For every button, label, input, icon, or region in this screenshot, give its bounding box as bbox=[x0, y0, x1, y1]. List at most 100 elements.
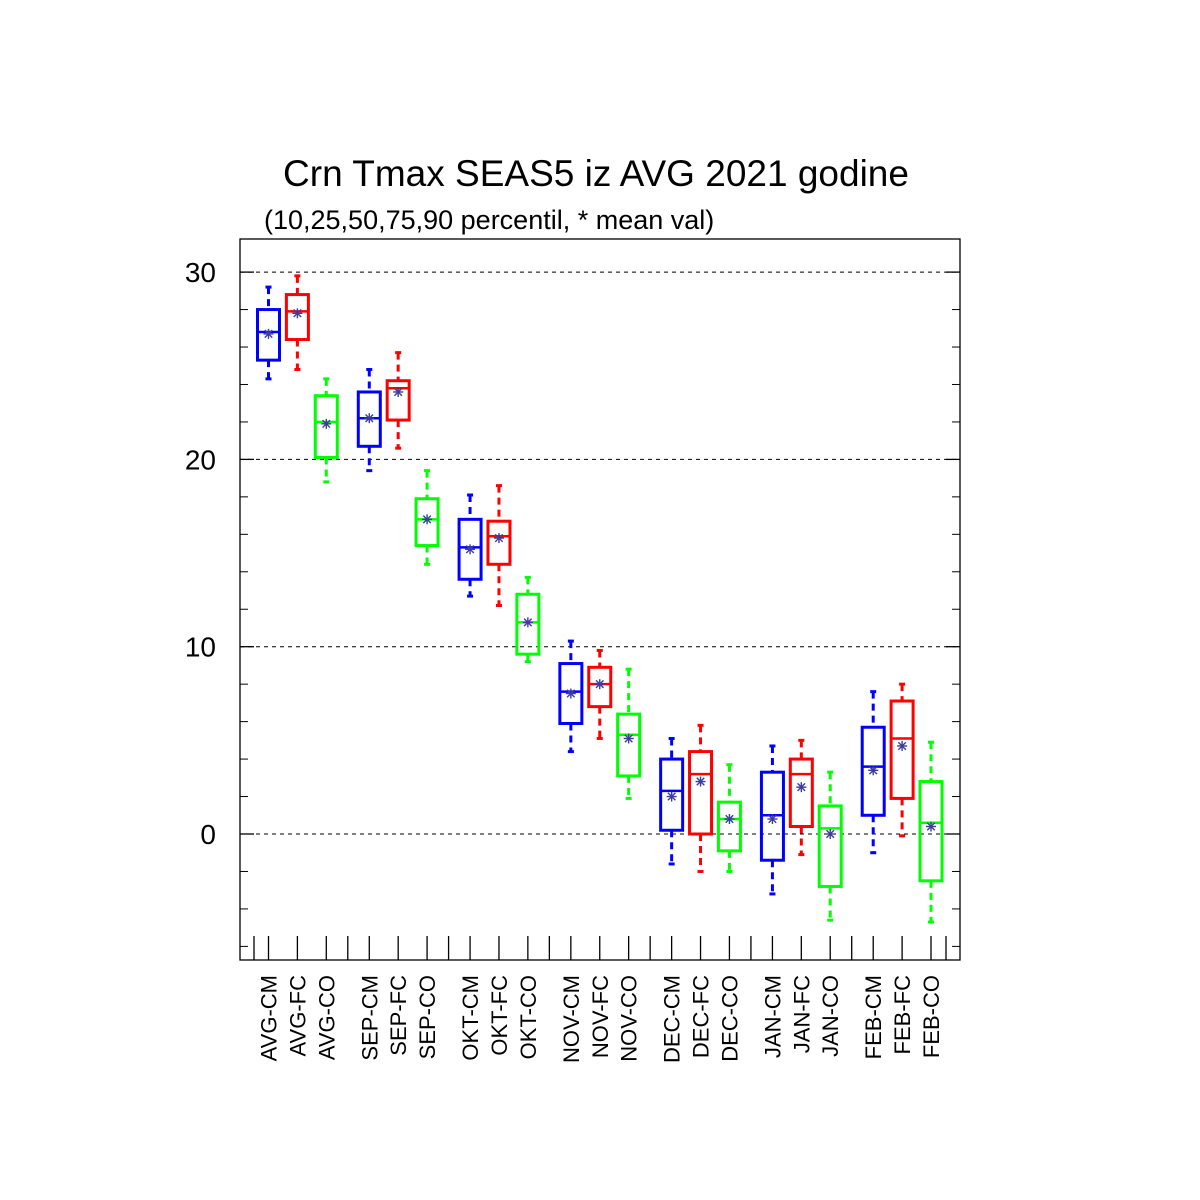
box-feb-fc bbox=[889, 682, 915, 838]
mean-marker bbox=[465, 544, 476, 555]
mean-stroke bbox=[365, 413, 374, 423]
mean-stroke bbox=[825, 829, 835, 839]
box-dec-fc bbox=[688, 723, 714, 873]
box-nov-co bbox=[616, 667, 642, 800]
box-rect bbox=[889, 699, 915, 800]
box-rect bbox=[558, 662, 584, 725]
boxes bbox=[256, 274, 944, 924]
chart-title: Crn Tmax SEAS5 iz AVG 2021 godine bbox=[283, 153, 909, 194]
x-tick-label: JAN-CM bbox=[760, 975, 785, 1058]
box-rect bbox=[716, 800, 742, 853]
x-tick-label: FEB-CM bbox=[861, 975, 886, 1059]
mean-marker bbox=[695, 776, 706, 787]
grid-lines bbox=[240, 271, 960, 835]
box-jan-co bbox=[817, 770, 843, 922]
box-rect bbox=[860, 725, 886, 817]
box-avg-cm bbox=[256, 285, 281, 381]
mean-marker bbox=[926, 821, 936, 832]
mean-marker bbox=[825, 829, 836, 839]
box-rect bbox=[284, 293, 310, 342]
box-rect bbox=[515, 592, 541, 656]
mean-marker bbox=[422, 514, 433, 525]
x-tick-label: JAN-FC bbox=[789, 975, 814, 1053]
mean-stroke bbox=[667, 792, 676, 801]
mean-marker bbox=[393, 386, 404, 397]
x-tick-label: DEC-CO bbox=[717, 975, 742, 1062]
mean-stroke bbox=[797, 782, 806, 792]
mean-stroke bbox=[523, 618, 533, 627]
box-okt-fc bbox=[486, 484, 512, 607]
mean-marker bbox=[493, 533, 504, 544]
mean-stroke bbox=[264, 329, 273, 339]
mean-marker bbox=[263, 328, 274, 339]
x-tick-label: OKT-CM bbox=[458, 975, 483, 1061]
plot-frame bbox=[239, 238, 961, 961]
mean-marker bbox=[796, 782, 807, 793]
x-tick-label: DEC-FC bbox=[689, 975, 714, 1058]
x-tick-label: NOV-FC bbox=[588, 975, 613, 1058]
mean-marker bbox=[666, 791, 677, 802]
box-rect bbox=[587, 665, 613, 709]
mean-stroke bbox=[926, 822, 936, 831]
y-tick-label: 0 bbox=[200, 819, 216, 850]
mean-marker bbox=[565, 688, 576, 699]
y-axis: 0 10 20 30 bbox=[185, 257, 960, 947]
box-dec-cm bbox=[659, 736, 685, 866]
box-rect bbox=[659, 757, 685, 832]
mean-stroke bbox=[322, 419, 331, 429]
y-tick-label: 20 bbox=[185, 444, 216, 475]
chart-subtitle: (10,25,50,75,90 percentil, * mean val) bbox=[264, 205, 714, 235]
mean-stroke bbox=[696, 777, 705, 786]
box-nov-fc bbox=[587, 648, 613, 740]
x-tick-label: OKT-CO bbox=[516, 975, 541, 1059]
mean-marker bbox=[594, 679, 605, 690]
mean-marker bbox=[292, 308, 303, 319]
box-rect bbox=[616, 712, 642, 778]
box-rect bbox=[256, 308, 281, 362]
mean-marker bbox=[522, 617, 533, 628]
box-sep-cm bbox=[356, 367, 382, 473]
mean-marker bbox=[767, 814, 778, 825]
mean-stroke bbox=[422, 515, 432, 524]
x-tick-label: SEP-CM bbox=[357, 975, 382, 1061]
mean-stroke bbox=[494, 533, 504, 543]
box-rect bbox=[688, 750, 714, 836]
box-rect bbox=[486, 519, 512, 566]
mean-stroke bbox=[868, 766, 878, 775]
box-okt-cm bbox=[457, 493, 483, 598]
mean-stroke bbox=[624, 734, 633, 743]
x-tick-label: NOV-CO bbox=[617, 975, 642, 1062]
x-tick-label: OKT-FC bbox=[487, 975, 512, 1056]
box-jan-cm bbox=[759, 744, 785, 896]
x-axis: AVG-CM AVG-FC AVG-CO SEP-CM SEP-FC SEP-CO OKT-… bbox=[253, 936, 947, 1063]
box-avg-co bbox=[313, 377, 339, 484]
x-tick-label: NOV-CM bbox=[559, 975, 584, 1063]
mean-marker bbox=[364, 413, 375, 424]
box-jan-fc bbox=[788, 738, 814, 857]
x-tick-label: JAN-CO bbox=[818, 975, 843, 1057]
box-avg-fc bbox=[284, 274, 310, 371]
x-tick-label: DEC-CM bbox=[660, 975, 685, 1063]
box-rect bbox=[457, 517, 483, 581]
mean-stroke bbox=[393, 387, 403, 397]
mean-stroke bbox=[566, 689, 576, 698]
mean-marker bbox=[623, 733, 634, 744]
box-rect bbox=[414, 497, 440, 548]
x-tick-label: AVG-FC bbox=[285, 975, 310, 1057]
x-tick-label: SEP-FC bbox=[386, 975, 411, 1056]
mean-stroke bbox=[293, 309, 302, 318]
box-rect bbox=[788, 757, 814, 829]
x-tick-label: AVG-CO bbox=[314, 975, 339, 1060]
mean-stroke bbox=[465, 545, 475, 554]
mean-marker bbox=[897, 740, 908, 751]
box-rect bbox=[918, 780, 944, 883]
mean-marker bbox=[868, 765, 879, 776]
mean-marker bbox=[321, 418, 332, 429]
y-tick-label: 30 bbox=[185, 257, 216, 288]
mean-stroke bbox=[595, 679, 604, 689]
x-tick-label: AVG-CM bbox=[257, 975, 282, 1061]
box-feb-cm bbox=[860, 690, 886, 855]
mean-stroke bbox=[725, 814, 734, 824]
box-sep-fc bbox=[385, 351, 411, 450]
